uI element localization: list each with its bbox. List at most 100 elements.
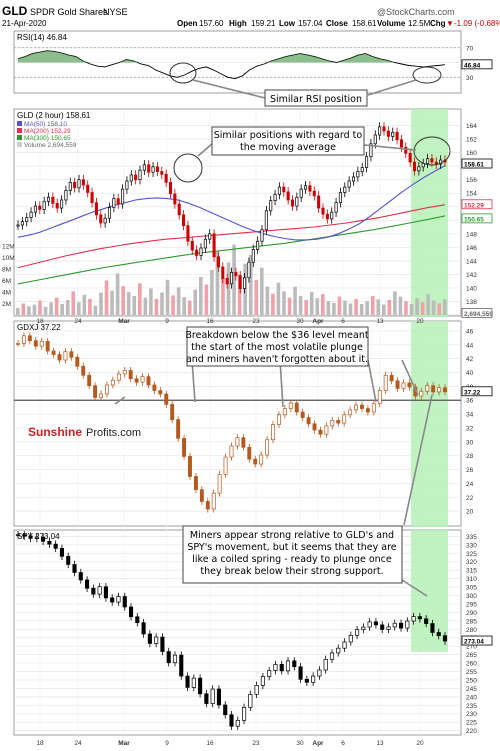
gld-candle [238,275,242,289]
chart-date: 21-Apr-2020 [2,19,47,28]
gdxj-candle [300,411,305,418]
rsi-line [17,50,446,80]
gdxj-candle [282,408,287,416]
spy-arrow-1 [403,394,433,526]
spy-candle [147,633,152,644]
gld-volume-bar [193,289,198,315]
gld-candle [168,182,173,195]
rsi-panel-frame [13,30,462,94]
spy-candle [292,660,297,668]
gld-volume-bar [370,295,375,315]
gld-volume-bar [359,304,364,315]
gld-ma300-tag-box [461,213,493,224]
spy-candle [85,579,90,589]
gdxj-tick-label: 44 [466,342,474,349]
spy-candle [285,660,291,672]
gdxj-candle [306,417,311,425]
gld-tick-label: 160 [466,150,477,157]
gld-volume-bar [215,251,220,315]
gld-volume-bar [365,301,369,315]
spy-candle [323,658,328,671]
gld-candle [356,171,360,178]
gdxj-candle [229,445,234,458]
gdxj-candle [360,404,364,409]
spy-candle [122,596,127,608]
gdxj-candle [288,402,293,409]
gld-volume-bar [165,279,170,315]
annotation-spy: Miners appear strong relative to GLD's a… [182,394,433,597]
spy-candle [267,670,272,677]
gld-candle [386,130,390,137]
spy-tick-label: 320 [466,559,477,566]
gld-volume-bar [393,291,397,315]
spy-tick-label: 285 [466,618,477,625]
date-tick-label-bottom: 24 [74,740,82,747]
spy-candle [59,548,65,557]
gld-candle [199,247,203,256]
gld-volume-bar [321,294,325,315]
gdxj-candle [99,393,103,398]
gld-volume-bar [248,255,253,315]
open-label: Open [177,19,198,28]
gld-candle [94,202,98,216]
spy-tick-label: 240 [466,694,477,701]
spy-candle [398,622,404,629]
gld-candle [269,200,273,212]
gld-ma200-tag-text: 152.29 [464,202,484,209]
gld-tick-label: 138 [466,299,477,306]
legend-ma50: MA(50) 158.10 [24,121,67,128]
ticker-name: SPDR Gold Shares [30,7,108,17]
date-tick-label-mid: 20 [416,318,424,325]
gld-volume-bar [332,302,336,315]
gld-volume-bar [154,298,159,315]
gld-volume-bar [115,273,120,315]
gdxj-candle [342,414,347,424]
gld-volume-bar [65,300,70,315]
spy-tick-label: 265 [466,652,477,659]
gdxj-annotation-box [186,326,369,367]
gld-volume-tick-label: 6M [2,278,11,285]
gld-volume-bar [60,304,64,315]
gdxj-candle [116,373,121,381]
volume-value: 12.5M [408,19,431,28]
gld-candle [129,174,133,182]
gdxj-candle [75,356,80,367]
gdxj-candle [205,501,210,510]
spy-candle [436,632,441,637]
gdxj-candle [63,351,68,361]
spy-tick-label: 245 [466,686,477,693]
gld-candle [430,158,434,163]
gld-volume-bar [110,290,114,315]
gdxj-last-value-tag-text: 37.22 [464,389,481,396]
gld-candle [125,180,129,190]
spy-candle [34,536,39,539]
gld-candle [330,211,334,220]
spy-candle [235,719,240,727]
gld-candle [42,200,46,210]
gld-tick-label: 148 [466,231,477,238]
date-tick-label-bottom: 16 [206,740,214,747]
spy-candle [210,688,215,704]
gdxj-candle [193,476,198,491]
gld-volume-tick-label: 4M [2,289,11,296]
gld-ma200-tag: 152.29 [461,199,493,209]
spy-candle [172,654,178,664]
chg-arrow-icon: ▼ [446,19,454,28]
date-tick-label-mid: 30 [296,318,304,325]
gld-candle [417,166,421,172]
gdxj-candle [324,425,329,435]
gld-volume-bar [354,298,358,315]
gld-candle [155,166,159,172]
spy-candle [223,704,228,716]
legend-ma200: MA(200) 152.29 [24,128,71,135]
gld-candle [378,126,382,136]
gdxj-tick-label: 32 [466,425,474,432]
gld-price-tag: 158.61 [461,158,493,169]
gdxj-last-value-tag-box [461,386,493,397]
gdxj-candle [104,384,109,395]
gld-volume-tag-box [461,308,493,318]
spy-tick-label: 270 [466,644,477,651]
spy-tick-label: 295 [466,601,477,608]
gdxj-candle [199,489,204,502]
gld-candle [286,191,290,201]
